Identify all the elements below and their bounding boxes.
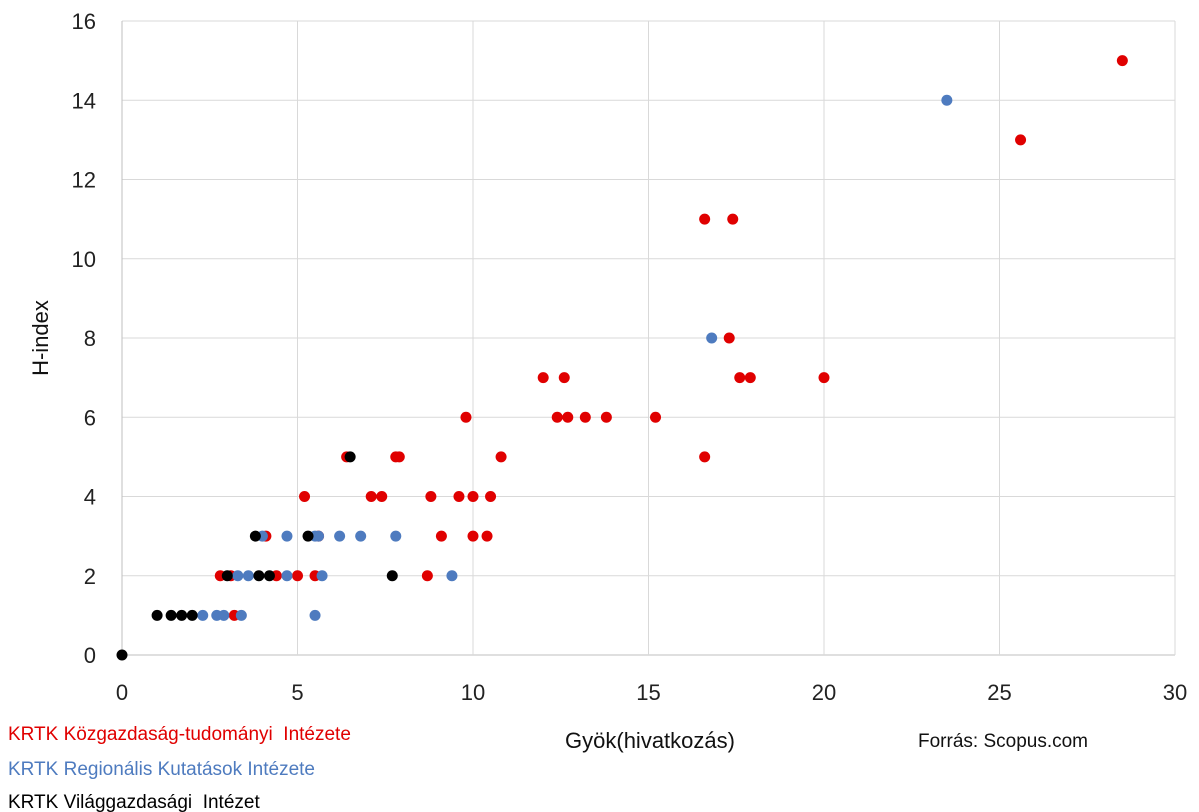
series-2-point [176, 609, 188, 621]
series-2-point [165, 609, 177, 621]
series-1-point [197, 609, 209, 621]
series-0-point [365, 491, 377, 502]
series-0-point [376, 491, 388, 502]
x-tick-label: 25 [987, 680, 1011, 705]
series-2-point [116, 649, 128, 661]
series-0-point [1116, 55, 1128, 67]
series-0-point [421, 570, 433, 582]
series-1-point [355, 530, 367, 542]
series-1-point [242, 570, 254, 582]
data-points [116, 55, 1128, 661]
y-tick-label: 12 [72, 168, 96, 193]
series-2-point [186, 609, 198, 621]
y-tick-label: 2 [84, 564, 96, 589]
series-2-point [344, 451, 356, 463]
series-1-point [941, 94, 953, 106]
y-tick-label: 4 [84, 485, 96, 510]
series-0-point [435, 530, 447, 542]
gridlines [121, 20, 1176, 656]
series-0-point [1015, 134, 1027, 146]
series-2-point [386, 570, 398, 582]
series-2-point [221, 570, 233, 582]
series-0-point [481, 530, 493, 542]
series-1-point [281, 530, 293, 542]
series-0-point [579, 411, 591, 423]
series-1-point [706, 332, 718, 344]
series-2-point [253, 570, 265, 582]
series-0-point [393, 451, 405, 463]
series-1-point [446, 570, 458, 582]
series-0-point [558, 372, 570, 384]
series-1-point [309, 609, 321, 621]
y-tick-label: 10 [72, 247, 96, 272]
y-tick-label: 14 [72, 88, 96, 113]
series-1-point [313, 530, 325, 542]
series-0-point [485, 491, 497, 502]
series-0-point [467, 530, 479, 542]
series-0-point [551, 411, 563, 423]
series-1-point [390, 530, 402, 542]
x-tick-label: 15 [636, 680, 660, 705]
series-0-point [292, 570, 303, 582]
y-tick-label: 6 [84, 405, 96, 430]
series-1-point [281, 570, 293, 582]
series-1-point [235, 609, 247, 621]
x-axis-title: Gyök(hivatkozás) [565, 728, 735, 753]
legend-entry-kti: KRTK Közgazdaság-tudományi Intézete [8, 724, 351, 745]
y-tick-label: 0 [84, 643, 96, 668]
series-0-point [734, 372, 746, 384]
series-0-point [699, 213, 711, 225]
y-tick-label: 8 [84, 326, 96, 351]
source-note: Forrás: Scopus.com [918, 731, 1088, 752]
series-2-point [263, 570, 275, 582]
legend-entry-rki: KRTK Regionális Kutatások Intézete [8, 759, 315, 780]
x-tick-label: 5 [291, 680, 303, 705]
series-2-point [151, 609, 163, 621]
legend-entry-vgi: KRTK Világgazdasági Intézet [8, 792, 260, 812]
series-0-point [699, 451, 711, 463]
x-tick-label: 0 [116, 680, 128, 705]
series-0-point [537, 372, 549, 384]
series-0-point [744, 372, 756, 384]
tick-labels: 0 2 4 6 8 10 12 14 16 0 5 10 15 20 25 30 [72, 9, 1188, 705]
series-1-point [218, 609, 230, 621]
series-1-point [334, 530, 346, 542]
series-0-point [453, 491, 465, 502]
y-axis-title: H-index [28, 300, 53, 376]
series-0-point [727, 213, 739, 225]
series-0-point [723, 332, 735, 344]
x-tick-label: 10 [461, 680, 485, 705]
series-2-point [249, 530, 261, 542]
series-0-point [562, 411, 574, 423]
series-1-point [316, 570, 328, 582]
series-0-point [495, 451, 507, 463]
series-0-point [460, 411, 472, 423]
y-tick-label: 16 [72, 9, 96, 34]
series-0-point [818, 372, 830, 384]
x-tick-label: 30 [1163, 680, 1187, 705]
series-0-point [425, 491, 437, 502]
x-tick-label: 20 [812, 680, 836, 705]
series-2-point [302, 530, 314, 542]
series-0-point [299, 491, 311, 502]
series-0-point [467, 491, 479, 502]
series-1-point [232, 570, 244, 582]
series-0-point [650, 411, 662, 423]
series-0-point [600, 411, 612, 423]
